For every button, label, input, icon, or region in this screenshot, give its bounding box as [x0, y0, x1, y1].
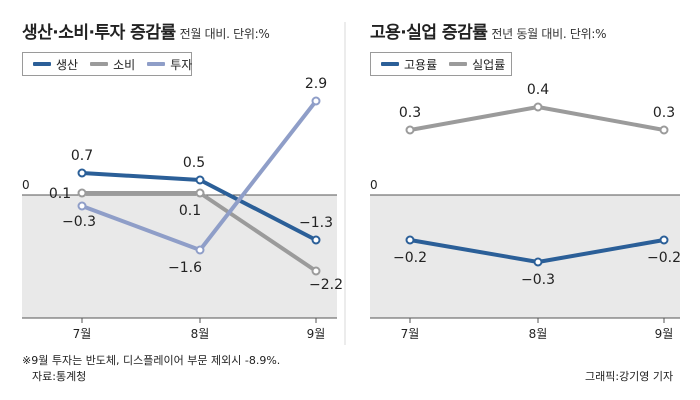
data-label-investment: 2.9 — [305, 76, 327, 92]
x-tick-label: 7월 — [401, 327, 420, 341]
footnote-source: 자료:통계청 — [32, 370, 87, 383]
legend-item-unemployment: 실업률 — [449, 56, 505, 73]
data-label-employment: −0.2 — [647, 250, 681, 266]
legend-swatch-consumption — [90, 62, 109, 66]
legend-swatch-unemployment — [449, 62, 468, 66]
right-chart-title: 고용·실업 증감률 전년 동월 대비. 단위:% — [370, 18, 606, 43]
footnote-credit: 그래픽:강기영 기자 — [585, 370, 674, 383]
legend-swatch-investment — [147, 62, 166, 66]
data-label-consumption: 0.1 — [49, 186, 71, 202]
data-label-investment: −1.6 — [168, 260, 202, 276]
right-chart-subtitle: 전년 동월 대비. 단위:% — [491, 27, 607, 41]
data-label-consumption: −2.2 — [309, 277, 343, 293]
data-label-employment: −0.3 — [521, 272, 555, 288]
point-consumption — [195, 188, 205, 198]
legend-label-unemployment: 실업률 — [472, 57, 506, 72]
point-investment — [195, 245, 205, 255]
point-unemployment — [659, 125, 669, 135]
left-chart-title: 생산·소비·투자 증감률 전월 대비. 단위:% — [22, 18, 270, 43]
legend-item-investment: 투자 — [147, 56, 192, 73]
data-label-consumption: 0.1 — [179, 203, 201, 219]
data-label-unemployment: 0.3 — [399, 105, 421, 121]
data-label-employment: −0.2 — [393, 250, 427, 266]
left-line-chart: 0 7월 8월 9월 0.7 0.5 −1.3 0.1 0.1 −2.2 −0.3 −1.6 2.9 — [22, 76, 343, 341]
legend-label-employment: 고용률 — [404, 57, 438, 72]
data-label-unemployment: 0.3 — [653, 105, 675, 121]
zero-tick-label: 0 — [370, 178, 378, 192]
negative-region — [370, 195, 680, 318]
left-chart-subtitle: 전월 대비. 단위:% — [179, 27, 270, 41]
right-line-chart: 0 7월 8월 9월 −0.2 −0.3 −0.2 0.3 0.4 0.3 — [370, 82, 681, 341]
point-investment — [77, 201, 87, 211]
legend-label-consumption: 소비 — [113, 57, 136, 72]
legend-label-investment: 투자 — [170, 57, 193, 72]
legend-label-production: 생산 — [56, 57, 79, 72]
data-label-production: 0.7 — [71, 148, 93, 164]
zero-tick-label: 0 — [22, 178, 30, 192]
point-employment — [405, 235, 415, 245]
point-production — [311, 235, 321, 245]
x-tick-label: 7월 — [73, 327, 92, 341]
legend-swatch-production — [33, 62, 51, 66]
legend-swatch-employment — [381, 62, 399, 66]
point-consumption — [311, 266, 321, 276]
left-legend: 생산 소비 투자 — [22, 52, 192, 76]
x-tick-label: 8월 — [191, 327, 210, 341]
point-production — [195, 175, 205, 185]
data-label-production: 0.5 — [183, 155, 205, 171]
data-label-unemployment: 0.4 — [527, 82, 549, 98]
left-chart-title-text: 생산·소비·투자 증감률 — [22, 23, 176, 43]
negative-region — [22, 195, 337, 318]
x-tick-label: 9월 — [307, 327, 326, 341]
point-production — [77, 168, 87, 178]
point-employment — [659, 235, 669, 245]
legend-item-employment: 고용률 — [381, 56, 437, 73]
point-employment — [533, 257, 543, 267]
x-tick-label: 9월 — [655, 327, 674, 341]
point-consumption — [77, 188, 87, 198]
footnote-note: ※9월 투자는 반도체, 디스플레이어 부문 제외시 -8.9%. — [22, 354, 281, 367]
point-investment — [311, 96, 321, 106]
legend-item-consumption: 소비 — [90, 56, 135, 73]
data-label-production: −1.3 — [299, 215, 333, 231]
point-unemployment — [533, 102, 543, 112]
data-label-investment: −0.3 — [62, 214, 96, 230]
point-unemployment — [405, 125, 415, 135]
x-tick-label: 8월 — [529, 327, 548, 341]
legend-item-production: 생산 — [33, 56, 78, 73]
right-chart-title-text: 고용·실업 증감률 — [370, 23, 488, 43]
right-legend: 고용률 실업률 — [370, 52, 512, 76]
